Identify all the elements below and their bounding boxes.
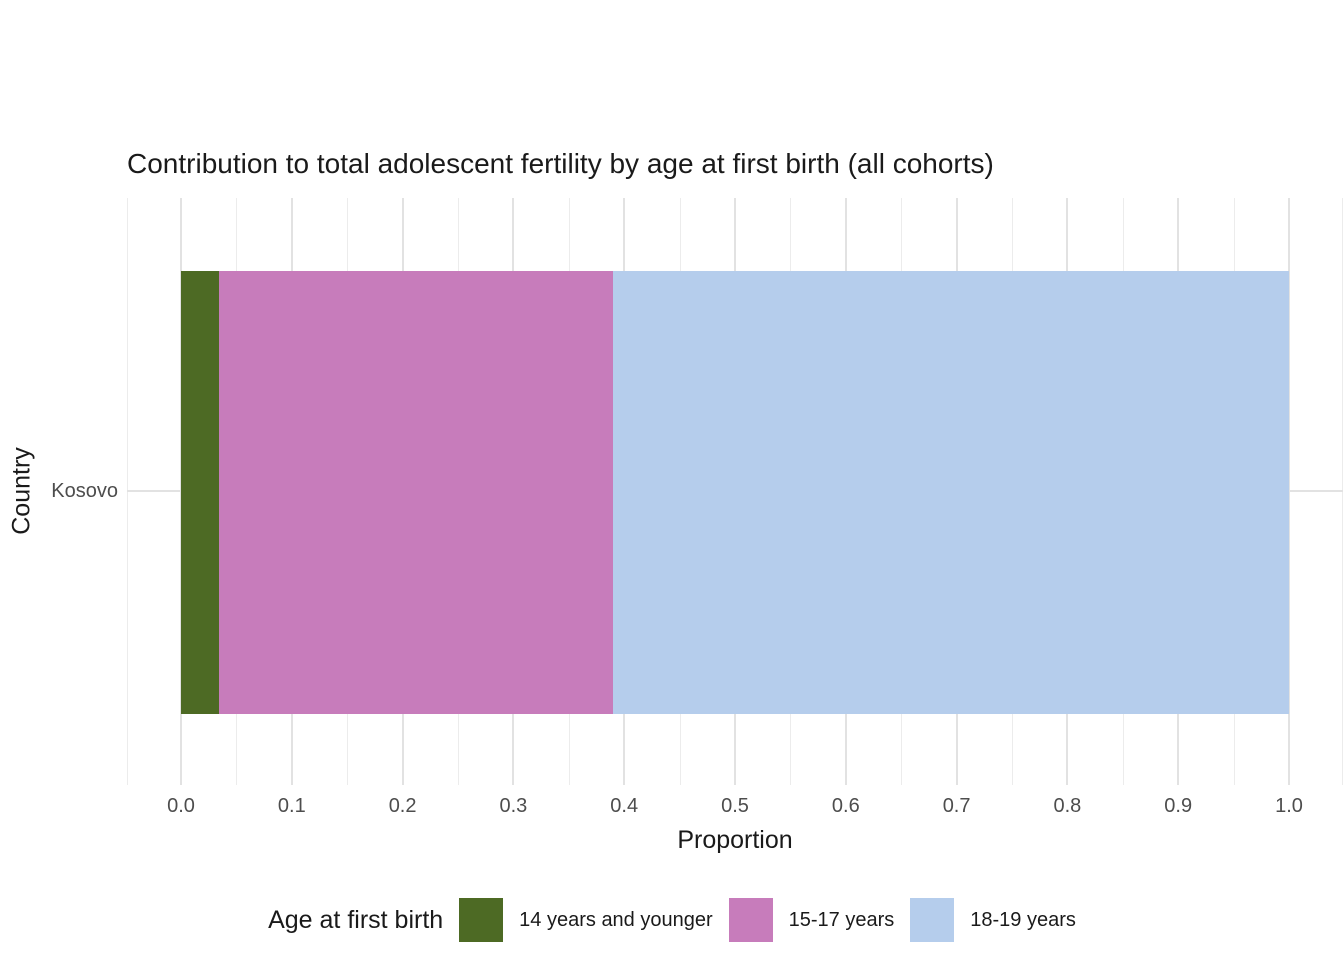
y-tick-label-kosovo: Kosovo — [51, 480, 118, 502]
legend-title: Age at first birth — [268, 905, 444, 934]
x-tick-label: 0.9 — [1164, 795, 1193, 817]
x-tick-label: 0.3 — [499, 795, 528, 817]
legend-item: 18-19 years — [910, 898, 1076, 942]
legend-item: 14 years and younger — [459, 898, 713, 942]
x-tick-label: 0.1 — [277, 795, 306, 817]
legend-swatch — [728, 898, 773, 942]
x-tick-label: 0.8 — [1053, 795, 1082, 817]
x-tick-label: 0.0 — [167, 795, 195, 817]
bar-segment-15-17-years — [218, 271, 614, 714]
x-tick-label: 0.6 — [831, 795, 860, 817]
legend-item: 15-17 years — [728, 898, 895, 942]
y-axis-title: Country — [7, 447, 36, 535]
legend-label: 15-17 years — [788, 908, 895, 931]
legend-swatch — [910, 898, 955, 942]
x-tick-label: 1.0 — [1275, 795, 1303, 817]
x-axis-title: Proportion — [677, 826, 793, 854]
chart-title: Contribution to total adolescent fertili… — [127, 148, 994, 179]
legend-swatch — [459, 898, 504, 942]
legend: Age at first birth 14 years and younger 1… — [0, 898, 1344, 942]
x-tick-label: 0.4 — [610, 795, 639, 817]
legend-label: 14 years and younger — [519, 908, 713, 931]
x-tick-label: 0.5 — [721, 795, 749, 817]
legend-label: 18-19 years — [970, 908, 1076, 931]
plot-panel — [127, 198, 1343, 785]
x-tick-label: 0.2 — [388, 795, 417, 817]
bar-kosovo — [181, 271, 1289, 714]
bar-segment-18-19-years — [613, 271, 1289, 714]
x-tick-label: 0.7 — [942, 795, 971, 817]
bar-segment-14-years-and-younger — [181, 271, 219, 714]
